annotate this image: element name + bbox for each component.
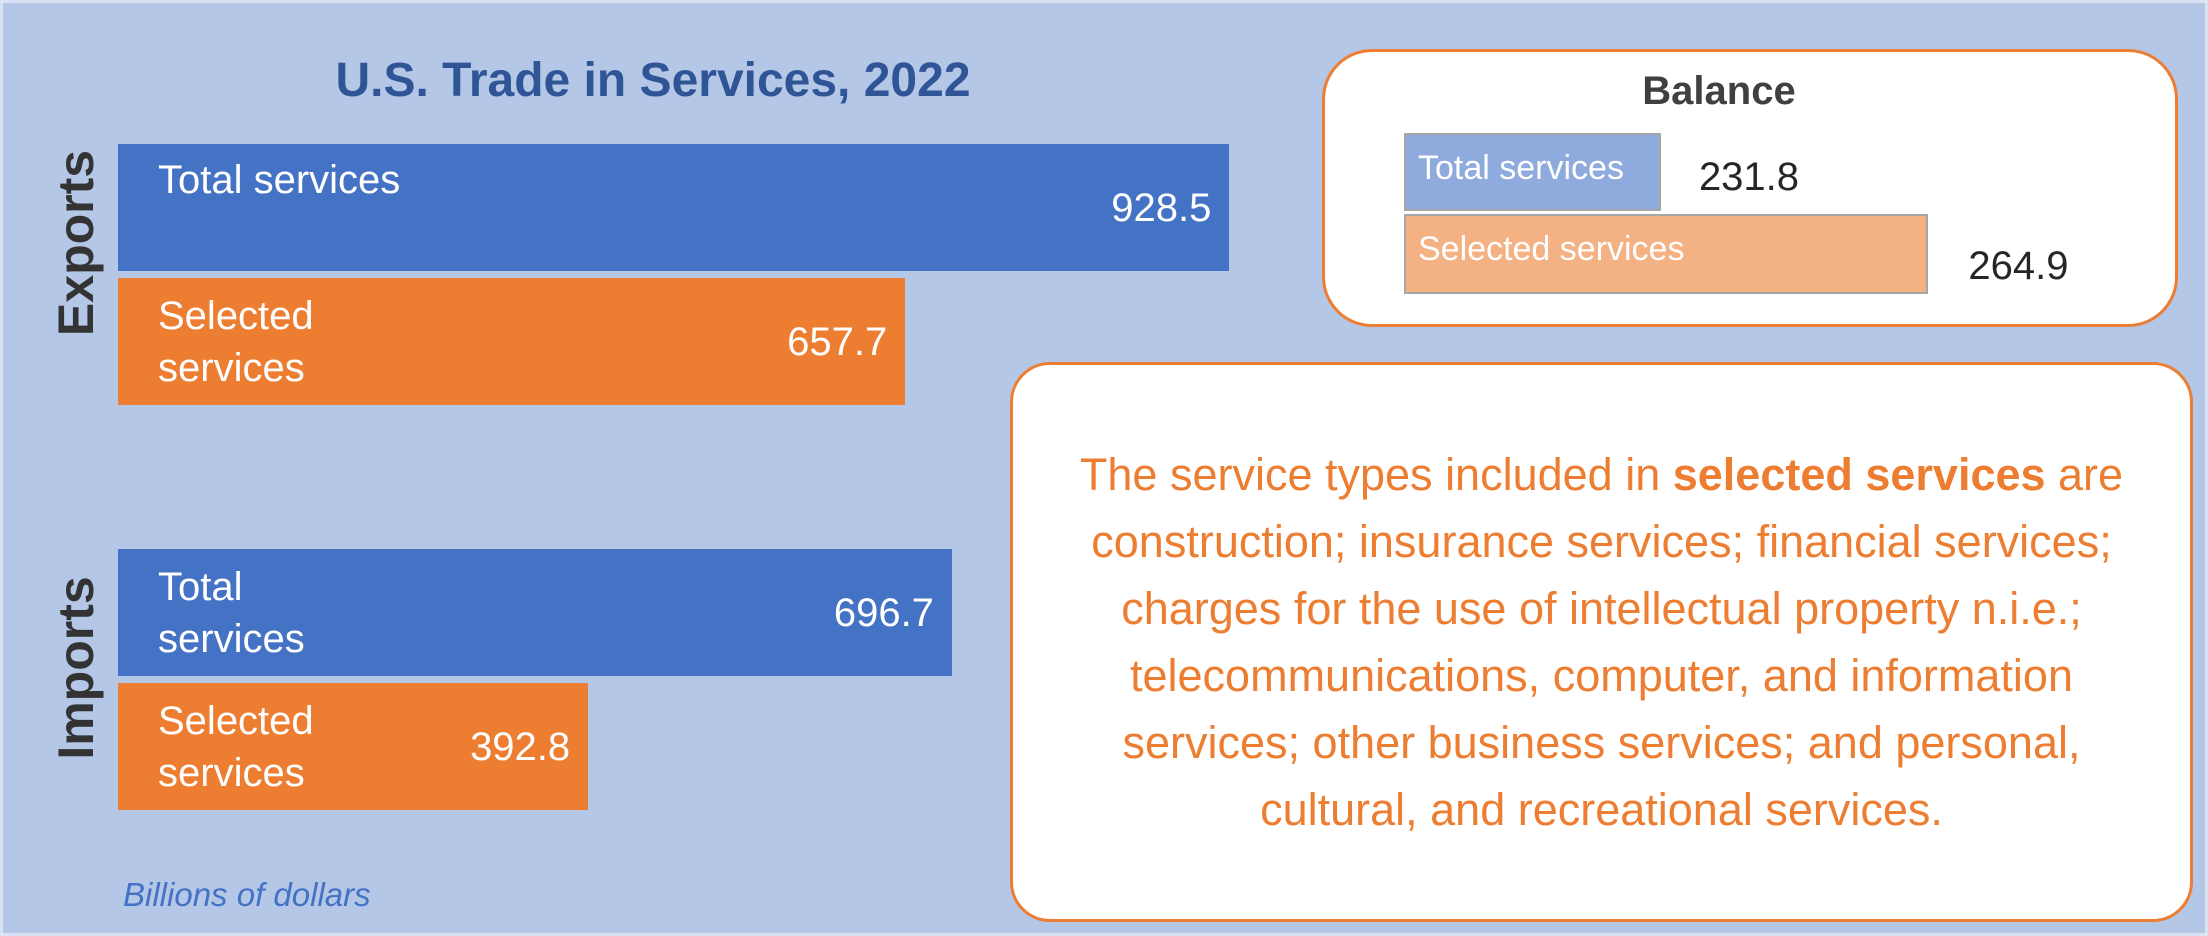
bar: Total services 928.5 (118, 144, 1230, 271)
balance-bar-label: Selected services (1418, 230, 1685, 268)
unit-label: Billions of dollars (123, 876, 371, 913)
value-label: 657.7 (787, 319, 888, 364)
value-label: 696.7 (833, 590, 934, 635)
balance-value-label: 231.8 (1698, 155, 1800, 199)
value-label: 928.5 (1111, 185, 1212, 230)
bar-label: Selected services (158, 698, 314, 795)
note-text: The service types included in selected s… (1053, 441, 2150, 843)
balance-bar: Selected services (1404, 214, 1929, 294)
balance-value-label: 264.9 (1968, 244, 2069, 288)
group-label: Imports (48, 576, 104, 760)
bar: Selected services 657.7 (118, 278, 906, 405)
bar-label: Total services (158, 564, 305, 661)
note-text: are construction; insurance services; fi… (1091, 449, 2124, 835)
balance-bar: Total services (1404, 133, 1661, 211)
note-bold: selected services (1672, 449, 2046, 500)
bar: Total services 696.7 (118, 549, 952, 676)
group-label: Exports (48, 149, 104, 337)
bar-label: Total services (158, 158, 401, 202)
chart-title: U.S. Trade in Services, 2022 (335, 54, 971, 107)
balance-title: Balance (1642, 69, 1796, 113)
bar: Selected services 392.8 (118, 683, 589, 810)
balance-bar-label: Total services (1418, 149, 1624, 187)
value-label: 392.8 (470, 724, 571, 769)
bar-label: Selected services (158, 293, 314, 390)
note-panel: The service types included in selected s… (1010, 362, 2193, 922)
note-text: The service types included in (1079, 449, 1673, 500)
